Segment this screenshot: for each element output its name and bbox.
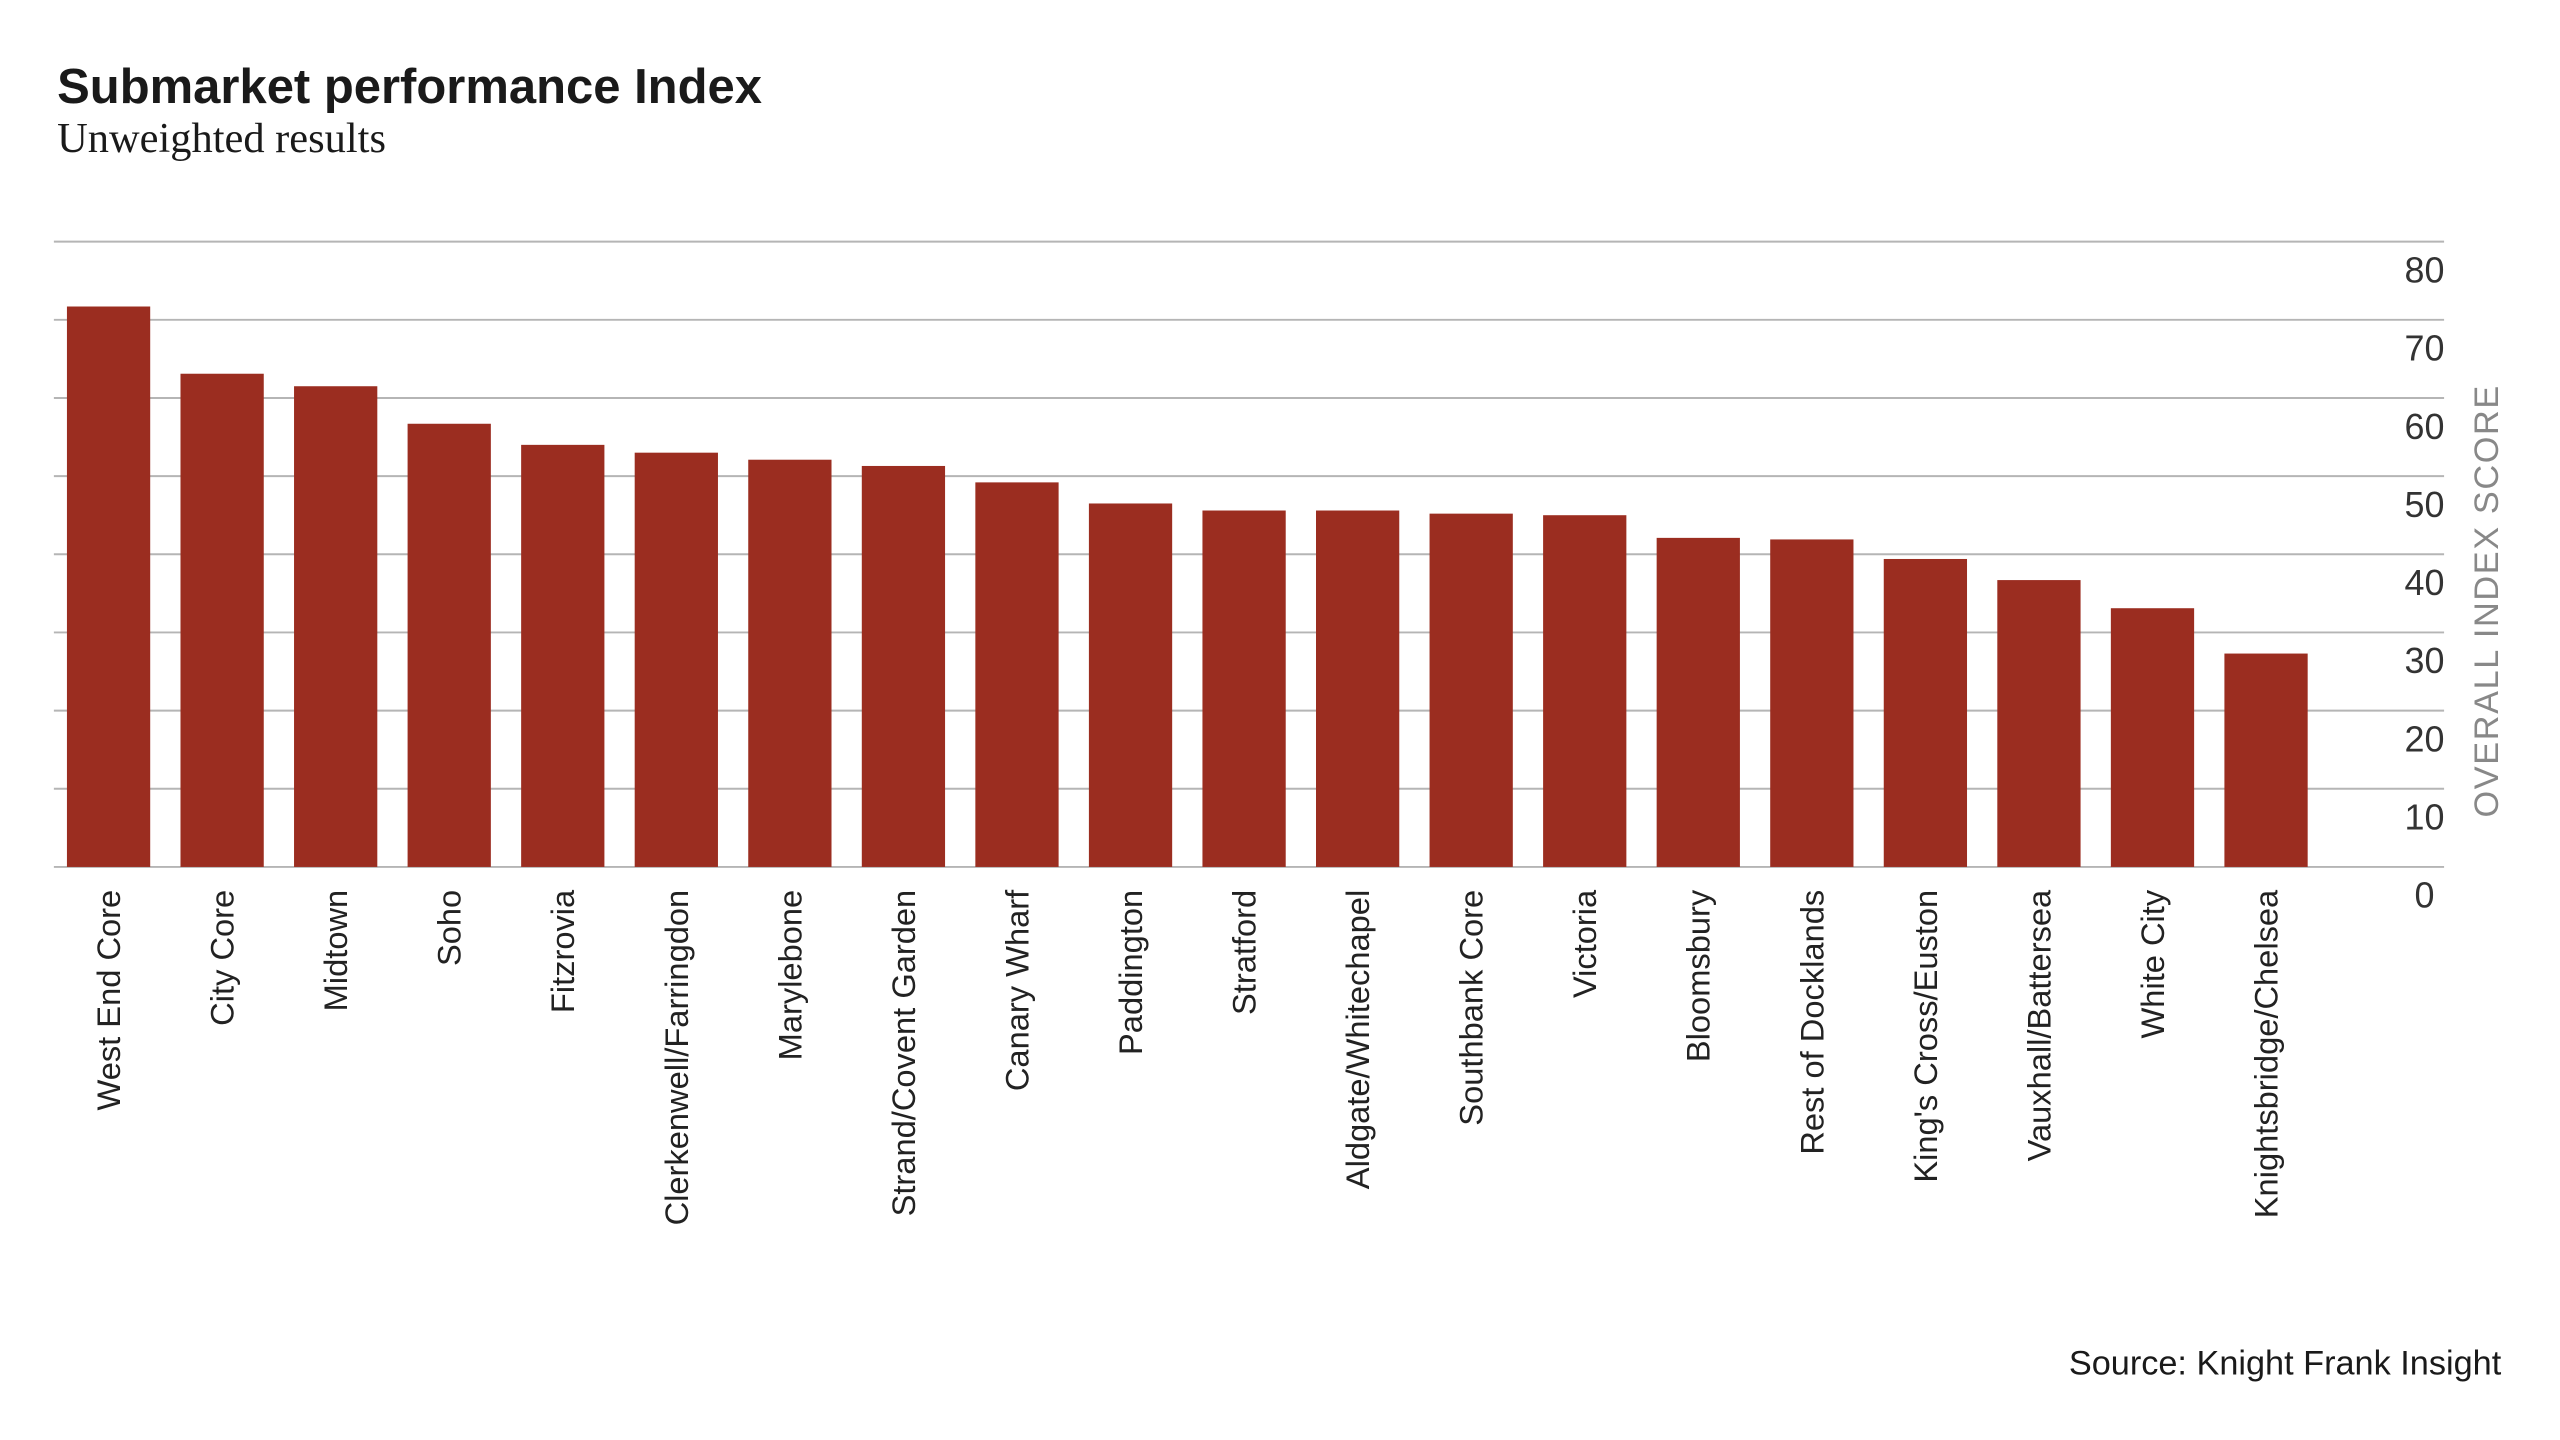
bar [1997,580,2081,867]
bar [1770,539,1854,867]
bar [407,423,491,867]
x-tick-label: King's Cross/Euston [1907,890,1944,1183]
x-tick-label: Marylebone [771,890,808,1061]
bar [975,482,1059,867]
bar [748,459,832,867]
y-tick-label: 70 [2405,328,2445,369]
x-tick-label: Vauxhall/Battersea [2020,889,2057,1161]
x-tick-label: Aldgate/Whitechapel [1339,890,1376,1189]
x-tick-label: Midtown [317,890,354,1012]
x-tick-label: Stratford [1226,890,1263,1015]
bar [1429,513,1513,867]
chart-title: Submarket performance Index [57,60,762,114]
y-tick-label: 10 [2405,797,2445,838]
y-tick-label: 40 [2405,562,2445,603]
x-tick-label: Knightsbridge/Chelsea [2247,889,2284,1218]
bar [1543,515,1627,867]
x-tick-label: City Core [204,890,241,1026]
x-tick-label: Canary Wharf [998,889,1035,1091]
x-tick-label: Southbank Core [1453,890,1490,1126]
x-tick-label: Clerkenwell/Farringdon [658,890,695,1226]
bar [861,465,946,867]
source: Source: Knight Frank Insight [2069,1345,2502,1383]
bar [1088,503,1173,867]
x-tick-label: Victoria [1566,889,1603,998]
x-tick-label: West End Core [90,890,127,1111]
bar [634,452,718,867]
bar [66,306,151,867]
bar [2110,608,2195,867]
bar [1202,510,1286,867]
bar [294,386,378,867]
x-tick-label: Paddington [1112,890,1149,1055]
x-tick-label: Rest of Docklands [1793,890,1830,1155]
y-tick-label: 80 [2405,249,2445,290]
x-tick-label: White City [2134,889,2171,1038]
bar [1316,510,1400,867]
bar [1656,537,1740,867]
chart-subtitle: Unweighted results [57,115,386,162]
bar [521,444,605,867]
x-tick-label: Strand/Covent Garden [885,890,922,1217]
x-tick-label: Fitzrovia [544,889,581,1013]
y-tick-label: 60 [2405,406,2445,447]
y-tick-label: 30 [2405,640,2445,681]
bar [2224,653,2308,867]
bar [1883,558,1968,867]
x-tick-label: Bloomsbury [1680,889,1717,1062]
bar [180,373,264,867]
y-tick-label: 0 [2414,875,2434,916]
y-tick-label: 20 [2405,718,2445,759]
y-axis-label: OVERALL INDEX SCORE [2468,384,2506,817]
y-tick-label: 50 [2405,484,2445,525]
x-tick-label: Soho [431,890,468,966]
